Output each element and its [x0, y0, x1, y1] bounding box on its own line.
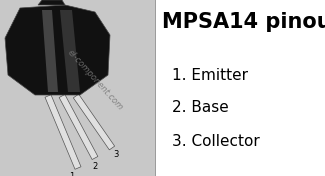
Polygon shape	[38, 0, 65, 5]
Text: MPSA14 pinout: MPSA14 pinout	[162, 12, 325, 32]
Polygon shape	[60, 10, 80, 92]
Polygon shape	[73, 94, 115, 150]
Text: 1. Emitter: 1. Emitter	[172, 68, 248, 83]
Polygon shape	[59, 95, 98, 159]
Polygon shape	[5, 5, 110, 95]
Polygon shape	[45, 95, 81, 169]
Text: 2: 2	[92, 162, 98, 171]
Text: 1: 1	[69, 172, 75, 176]
Bar	[0, 0, 155, 176]
Text: 3: 3	[113, 150, 119, 159]
Text: 2. Base: 2. Base	[172, 100, 229, 115]
Text: 3. Collector: 3. Collector	[172, 134, 260, 149]
Text: el-component.com: el-component.com	[65, 48, 124, 112]
Polygon shape	[42, 10, 58, 92]
Bar	[155, 0, 325, 176]
